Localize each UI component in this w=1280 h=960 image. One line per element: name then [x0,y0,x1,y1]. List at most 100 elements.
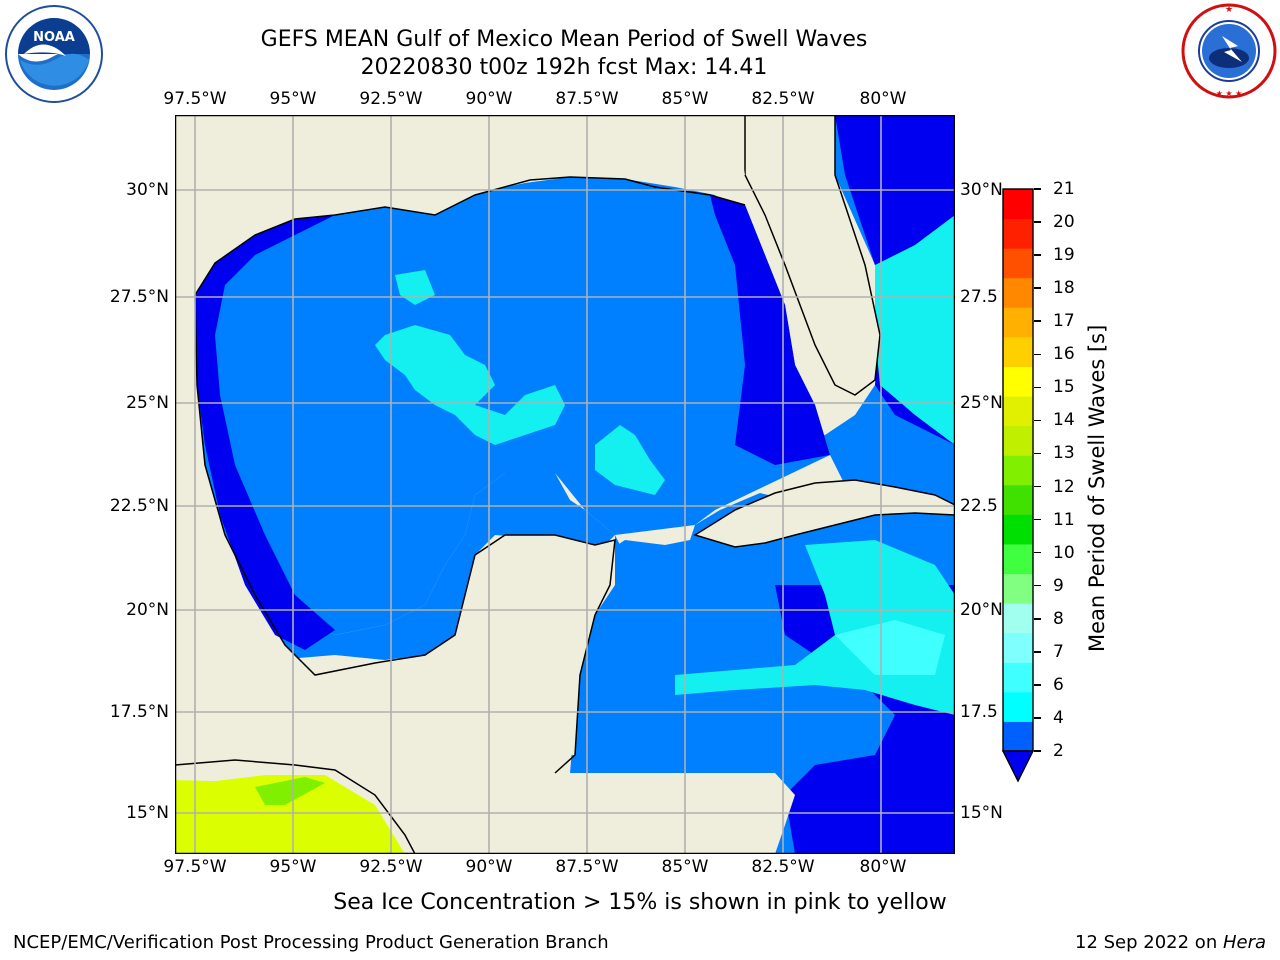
lon-label-bottom: 82.5°W [751,857,815,877]
colorbar-band [1003,543,1033,575]
lat-label-left: 20°N [126,600,169,620]
colorbar-band [1003,455,1033,486]
colorbar-band [1003,425,1033,456]
colorbar-tick-label: 8 [1053,608,1064,629]
ocean-west [197,385,620,675]
lon-label-top: 92.5°W [359,89,423,109]
colorbar-band [1003,721,1033,752]
colorbar-tick-mark [1034,551,1041,554]
colorbar-tick-label: 16 [1053,344,1075,365]
colorbar-band [1003,396,1033,427]
footer-left: NCEP/EMC/Verification Post Processing Pr… [13,932,609,953]
sea-ice-note: Sea Ice Concentration > 15% is shown in … [333,890,947,915]
ocean-dark-west [195,215,335,650]
colorbar-tick-label: 2 [1053,741,1064,761]
ocean-light-atlantic [875,215,955,445]
pacific-high-period [175,775,405,854]
lat-label-right: 25°N [960,393,1003,413]
lon-label-bottom: 80°W [859,857,907,877]
land-yucatan [455,535,615,755]
colorbar-band [1003,603,1033,634]
colorbar-tick-mark [1034,584,1041,587]
lat-label-right: 22.5 [960,496,998,516]
lat-label-right: 30°N [960,180,1003,200]
coastline-north [194,176,746,296]
colorbar-tick-label: 7 [1053,641,1064,662]
lon-label-top: 97.5°W [163,89,227,109]
lat-label-left: 17.5°N [109,702,169,722]
lon-label-top: 90°W [465,89,513,109]
colorbar-tick-mark [1034,386,1041,389]
lat-label-right: 27.5 [960,287,998,307]
ocean-light-patch-1 [375,325,565,445]
colorbar-tick-label: 20 [1053,212,1075,233]
lat-label-left: 30°N [126,180,169,200]
lon-label-top: 85°W [661,89,709,109]
colorbar-tick-mark [1034,452,1041,455]
colorbar-band [1003,632,1033,663]
lon-label-top: 80°W [859,89,907,109]
plot-title: GEFS MEAN Gulf of Mexico Mean Period of … [260,27,868,52]
noaa-logo: NOAA [4,4,104,104]
colorbar-tick-label: 14 [1053,410,1075,431]
svg-text:★ ★ ★: ★ ★ ★ [1216,89,1243,98]
colorbar-band [1003,307,1033,338]
lat-label-left: 22.5°N [109,496,169,516]
lon-label-bottom: 85°W [661,857,709,877]
colorbar-tick-label: 18 [1053,278,1075,299]
lon-label-top: 87.5°W [555,89,619,109]
land-us [175,115,745,295]
colorbar-tick-mark [1034,618,1041,620]
colorbar-band [1003,514,1033,545]
colorbar-tick-mark [1034,717,1041,719]
ocean-light-patch-2 [595,425,665,495]
colorbar-tick-label: 15 [1053,377,1075,398]
land-florida [735,114,881,396]
map-panel [174,114,956,855]
colorbar-band [1003,336,1033,367]
lat-label-right: 17.5 [960,702,998,722]
colorbar-band [1003,248,1033,279]
colorbar-tick-label: 11 [1053,509,1075,530]
colorbar-tick-mark [1034,750,1041,752]
colorbar-tick-label: 4 [1053,707,1064,728]
colorbar-tick-label: 13 [1053,443,1075,464]
footer-host: Hera [1222,932,1266,953]
colorbar-bands [1003,189,1033,752]
colorbar-tick-mark [1034,287,1041,289]
colorbar-tick-label: 9 [1053,575,1064,596]
colorbar-tick-label: 6 [1053,674,1064,695]
ocean-dark-east [710,195,830,465]
colorbar-tick-mark [1034,254,1041,256]
nws-logo: ★ ★ ★ ★ [1180,2,1278,100]
footer-date: 12 Sep 2022 on [1075,932,1223,953]
colorbar-tick-mark [1034,188,1041,190]
lon-label-bottom: 97.5°W [163,857,227,877]
lat-label-right: 15°N [960,803,1003,823]
colorbar-tick-mark [1034,353,1041,356]
colorbar-band [1003,218,1033,249]
lat-label-left: 27.5°N [109,287,169,307]
colorbar-band [1003,691,1033,722]
colorbar-tick-label: 10 [1053,542,1075,563]
lon-label-bottom: 95°W [269,857,317,877]
lon-label-top: 95°W [269,89,317,109]
svg-text:NOAA: NOAA [33,30,75,45]
colorbar-band [1003,573,1033,604]
lon-label-bottom: 90°W [465,857,513,877]
colorbar [1001,188,1036,784]
colorbar-tick-mark [1034,518,1041,521]
colorbar-tick-label: 21 [1053,179,1075,199]
colorbar-label: Mean Period of Swell Waves [s] [1085,324,1109,652]
footer-right: 12 Sep 2022 on Hera [1075,932,1266,953]
colorbar-tick-label: 12 [1053,476,1075,497]
coastline-west [194,294,616,774]
colorbar-tick-label: 17 [1053,311,1075,332]
colorbar-extend-arrow [1001,750,1035,783]
plot-subtitle: 20220830 t00z 192h fcst Max: 14.41 [360,55,768,80]
colorbar-band [1003,366,1033,397]
lon-label-bottom: 92.5°W [359,857,423,877]
colorbar-band [1003,189,1033,220]
colorbar-band [1003,662,1033,693]
colorbar-tick-mark [1034,320,1041,322]
